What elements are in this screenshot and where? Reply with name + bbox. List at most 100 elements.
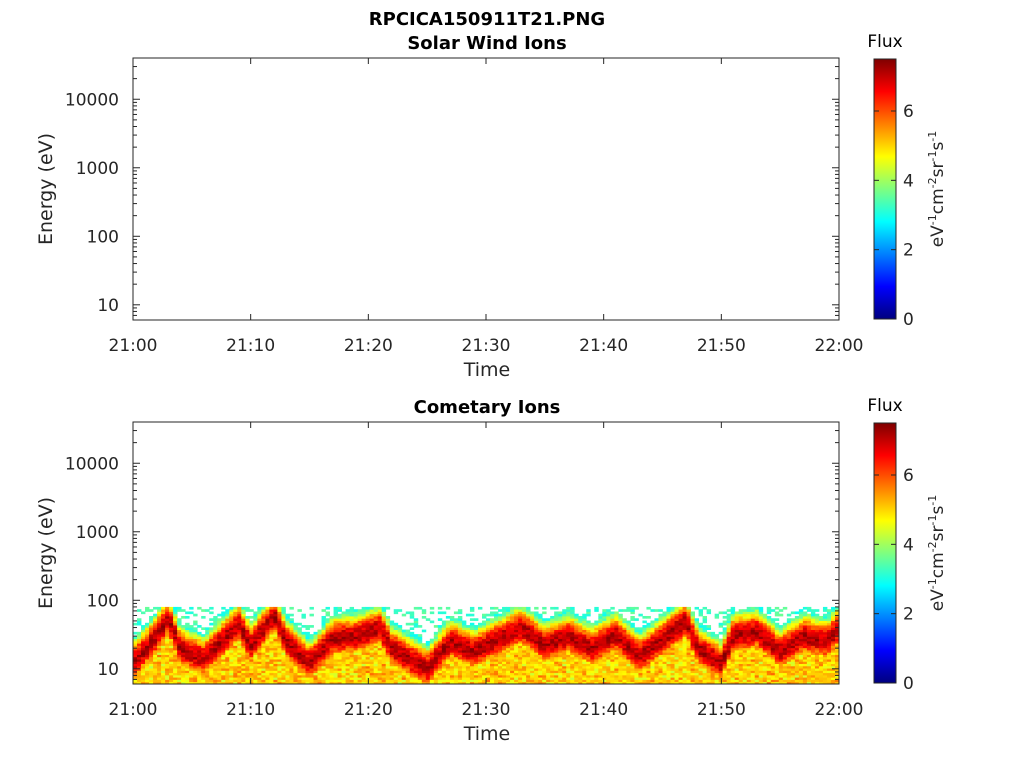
spectrogram-cell xyxy=(747,657,751,660)
spectrogram-cell xyxy=(289,625,293,628)
spectrogram-cell xyxy=(594,677,598,680)
spectrogram-cell xyxy=(322,639,326,642)
spectrogram-cell xyxy=(622,645,626,648)
spectrogram-cell xyxy=(582,614,586,617)
spectrogram-cell xyxy=(217,670,221,673)
spectrogram-cell xyxy=(205,650,209,653)
spectrogram-cell xyxy=(301,664,305,667)
spectrogram-cell xyxy=(614,679,618,682)
spectrogram-cell xyxy=(406,668,410,671)
spectrogram-cell xyxy=(598,627,602,630)
spectrogram-cell xyxy=(699,677,703,680)
spectrogram-cell xyxy=(554,634,558,637)
spectrogram-cell xyxy=(715,679,719,682)
spectrogram-cell xyxy=(378,664,382,667)
spectrogram-cell xyxy=(759,648,763,651)
spectrogram-cell xyxy=(273,641,277,644)
spectrogram-cell xyxy=(727,655,731,658)
spectrogram-cell xyxy=(550,668,554,671)
spectrogram-cell xyxy=(538,648,542,651)
spectrogram-cell xyxy=(638,632,642,635)
spectrogram-cell xyxy=(310,641,314,644)
spectrogram-cell xyxy=(671,625,675,628)
spectrogram-cell xyxy=(534,655,538,658)
spectrogram-cell xyxy=(374,673,378,676)
spectrogram-cell xyxy=(743,657,747,660)
spectrogram-cell xyxy=(630,645,634,648)
spectrogram-cell xyxy=(145,627,149,630)
spectrogram-cell xyxy=(715,655,719,658)
spectrogram-cell xyxy=(173,664,177,667)
spectrogram-cell xyxy=(570,661,574,664)
spectrogram-cell xyxy=(261,670,265,673)
spectrogram-cell xyxy=(145,657,149,660)
spectrogram-cell xyxy=(735,625,739,628)
spectrogram-cell xyxy=(558,679,562,682)
spectrogram-cell xyxy=(735,611,739,614)
spectrogram-cell xyxy=(285,645,289,648)
spectrogram-cell xyxy=(346,618,350,621)
spectrogram-cell xyxy=(502,661,506,664)
spectrogram-cell xyxy=(707,655,711,658)
spectrogram-cell xyxy=(739,670,743,673)
spectrogram-cell xyxy=(506,618,510,621)
spectrogram-cell xyxy=(735,627,739,630)
spectrogram-cell xyxy=(362,655,366,658)
spectrogram-cell xyxy=(723,648,727,651)
spectrogram-cell xyxy=(610,618,614,621)
spectrogram-cell xyxy=(550,677,554,680)
spectrogram-cell xyxy=(354,668,358,671)
spectrogram-cell xyxy=(185,632,189,635)
spectrogram-cell xyxy=(350,641,354,644)
spectrogram-cell xyxy=(157,609,161,612)
spectrogram-cell xyxy=(691,627,695,630)
spectrogram-cell xyxy=(707,677,711,680)
spectrogram-cell xyxy=(470,650,474,653)
spectrogram-cell xyxy=(735,679,739,682)
spectrogram-cell xyxy=(715,657,719,660)
spectrogram-cell xyxy=(137,609,141,612)
spectrogram-cell xyxy=(346,632,350,635)
spectrogram-cell xyxy=(414,641,418,644)
spectrogram-cell xyxy=(490,668,494,671)
spectrogram-cell xyxy=(370,670,374,673)
spectrogram-cell xyxy=(614,618,618,621)
spectrogram-cell xyxy=(297,639,301,642)
spectrogram-cell xyxy=(486,655,490,658)
spectrogram-cell xyxy=(257,611,261,614)
spectrogram-cell xyxy=(189,657,193,660)
spectrogram-cell xyxy=(418,677,422,680)
spectrogram-cell xyxy=(169,632,173,635)
spectrogram-cell xyxy=(526,621,530,624)
spectrogram-cell xyxy=(558,641,562,644)
spectrogram-cell xyxy=(514,609,518,612)
spectrogram-cell xyxy=(422,611,426,614)
spectrogram-cell xyxy=(145,625,149,628)
spectrogram-cell xyxy=(241,611,245,614)
spectrogram-cell xyxy=(161,645,165,648)
spectrogram-cell xyxy=(550,632,554,635)
spectrogram-cell xyxy=(149,664,153,667)
spectrogram-cell xyxy=(153,625,157,628)
spectrogram-cell xyxy=(245,648,249,651)
spectrogram-cell xyxy=(654,609,658,612)
spectrogram-cell xyxy=(606,645,610,648)
spectrogram-cell xyxy=(751,655,755,658)
spectrogram-cell xyxy=(618,648,622,651)
spectrogram-cell xyxy=(261,668,265,671)
spectrogram-cell xyxy=(494,661,498,664)
spectrogram-cell xyxy=(594,673,598,676)
spectrogram-cell xyxy=(193,673,197,676)
spectrogram-cell xyxy=(173,670,177,673)
spectrogram-cell xyxy=(691,650,695,653)
spectrogram-cell xyxy=(301,641,305,644)
spectrogram-cell xyxy=(667,645,671,648)
spectrogram-cell xyxy=(606,657,610,660)
spectrogram-cell xyxy=(442,634,446,637)
spectrogram-cell xyxy=(229,645,233,648)
spectrogram-cell xyxy=(590,679,594,682)
spectrogram-cell xyxy=(273,668,277,671)
spectrogram-cell xyxy=(755,645,759,648)
spectrogram-cell xyxy=(438,634,442,637)
spectrogram-cell xyxy=(518,650,522,653)
